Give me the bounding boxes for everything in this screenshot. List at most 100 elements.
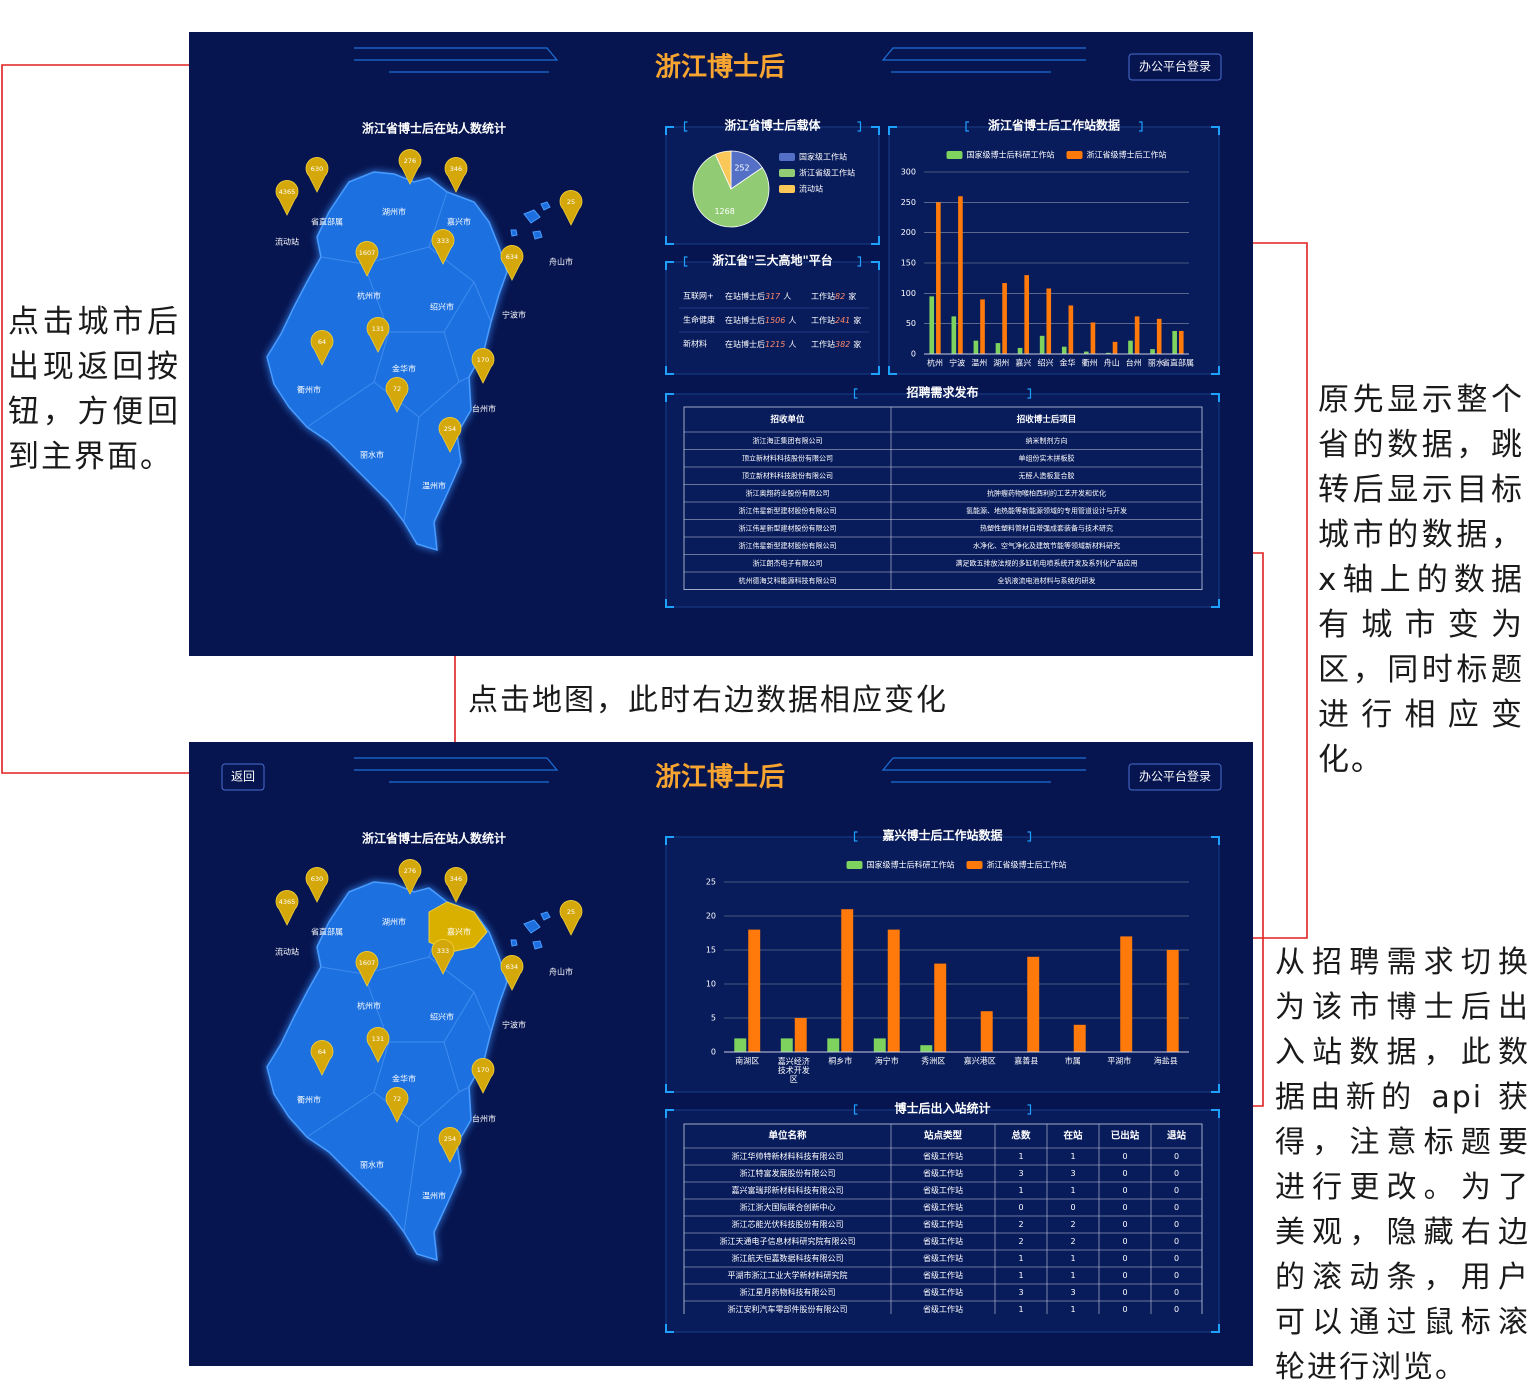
map-pin[interactable]	[431, 939, 455, 975]
table-cell: 杭州德海艾科能源科技有限公司	[739, 576, 837, 585]
panel-corner	[665, 261, 674, 270]
table-cell: 省级工作站	[923, 1304, 963, 1314]
map-pin[interactable]	[471, 1058, 495, 1094]
panel-corner	[871, 366, 880, 375]
map-pin[interactable]	[275, 180, 299, 216]
x-tick-label: 海宁市	[875, 1056, 899, 1066]
map-pin[interactable]	[444, 157, 468, 193]
table-cell: 浙江星月药物科技有限公司	[740, 1287, 836, 1297]
map-pin[interactable]	[385, 377, 409, 413]
table-cell: 浙江特富发展股份有限公司	[740, 1168, 836, 1178]
table-cell: 2	[1018, 1237, 1023, 1246]
x-tick-label: 海盐县	[1154, 1056, 1178, 1066]
table-cell: 0	[1174, 1152, 1179, 1161]
map-pin[interactable]	[366, 317, 390, 353]
map-pin[interactable]	[438, 417, 462, 453]
map-pin[interactable]	[385, 1087, 409, 1123]
map-pin[interactable]	[355, 951, 379, 987]
map-pin[interactable]	[559, 190, 583, 226]
legend-swatch	[779, 169, 795, 177]
table-cell: 0	[1174, 1186, 1179, 1195]
legend-label: 国家级博士后科研工作站	[967, 150, 1055, 160]
map-pin[interactable]	[355, 241, 379, 277]
map-pin[interactable]	[500, 245, 524, 281]
pie-slice	[714, 150, 732, 190]
table-cell: 1	[1070, 1271, 1075, 1280]
map-pin[interactable]	[431, 229, 455, 265]
pin-value: 1607	[359, 959, 376, 967]
table-cell: 3	[1070, 1288, 1075, 1297]
bar	[980, 299, 985, 354]
panel-title: 嘉兴博士后工作站数据	[881, 828, 1002, 843]
table-cell: 纳米制剂方向	[1026, 436, 1068, 445]
bar	[1156, 318, 1162, 354]
table-cell: 浙江航天恒嘉数据科技有限公司	[732, 1253, 844, 1263]
table-cell: 1	[1018, 1254, 1023, 1263]
bar	[1128, 340, 1133, 354]
province-shape[interactable]	[266, 171, 508, 552]
table-cell: 3	[1018, 1169, 1023, 1178]
city-label: 衢州市	[297, 1095, 321, 1105]
table-cell: 0	[1174, 1288, 1179, 1297]
panel-title: 招聘需求发布	[906, 385, 978, 400]
table-cell: 1	[1070, 1186, 1075, 1195]
panel-corner	[871, 236, 880, 245]
map-pin[interactable]	[438, 1127, 462, 1163]
back-button[interactable]	[221, 763, 265, 791]
table-cell: 省级工作站	[923, 1253, 963, 1263]
map-pin[interactable]	[305, 157, 329, 193]
bar	[936, 202, 941, 354]
map-pin[interactable]	[398, 149, 422, 185]
bar	[929, 296, 935, 354]
y-tick-label: 0	[911, 350, 916, 359]
table-cell: 0	[1122, 1220, 1127, 1229]
y-tick-label: 250	[901, 198, 916, 207]
bar	[1150, 349, 1155, 354]
table-cell: 水净化、空气净化及建筑节能等领域新材料研究	[973, 541, 1120, 550]
page-title: 浙江博士后	[655, 53, 785, 83]
bar	[1106, 352, 1111, 354]
legend-swatch	[779, 185, 795, 193]
platform-name: 互联网+	[683, 292, 714, 301]
map-pin[interactable]	[366, 1027, 390, 1063]
table-cell: 浙江朗杰电子有限公司	[753, 558, 823, 567]
map-title: 浙江省博士后在站人数统计	[362, 831, 506, 846]
table-cell: 浙江天通电子信息材料研究院有限公司	[720, 1236, 856, 1246]
table-cell: 0	[1174, 1271, 1179, 1280]
map-pin[interactable]	[398, 859, 422, 895]
map-pin[interactable]	[444, 867, 468, 903]
map-pin[interactable]	[275, 890, 299, 926]
panel-corner	[1211, 366, 1220, 375]
pie-slice	[692, 153, 770, 228]
map-pin[interactable]	[559, 900, 583, 936]
map-pin[interactable]	[305, 867, 329, 903]
panel	[665, 1109, 1220, 1333]
bar	[973, 340, 979, 354]
table-cell: 1	[1018, 1152, 1023, 1161]
panel-corner	[1211, 1084, 1220, 1093]
map-pin[interactable]	[471, 348, 495, 384]
table-cell: 0	[1122, 1152, 1127, 1161]
x-tick-label: 秀洲区	[921, 1056, 945, 1066]
bar	[1090, 322, 1096, 354]
login-button[interactable]	[1128, 763, 1222, 791]
map-pin[interactable]	[310, 1040, 334, 1076]
panel-corner	[1211, 1324, 1220, 1333]
legend-swatch	[1066, 151, 1083, 159]
bar	[1027, 956, 1040, 1052]
legend-label: 浙江省级博士后工作站	[987, 860, 1067, 870]
table-cell: 0	[1174, 1169, 1179, 1178]
legend-swatch	[946, 151, 963, 159]
table-cell: 浙江伟星新型建材股份有限公司	[739, 506, 837, 515]
panel-corner	[665, 1084, 674, 1093]
note-back: 点击城市后出现返回按钮，方便回到主界面。	[8, 304, 180, 475]
station-count: 382	[835, 340, 850, 349]
map-pin[interactable]	[310, 330, 334, 366]
panel	[665, 393, 1220, 608]
login-button[interactable]	[1128, 53, 1222, 81]
x-tick-label: 台州	[1126, 358, 1142, 368]
login-label: 办公平台登录	[1139, 769, 1211, 784]
map-pin[interactable]	[500, 955, 524, 991]
y-tick-label: 200	[901, 228, 916, 237]
panel-title: 浙江省博士后工作站数据	[988, 118, 1120, 133]
